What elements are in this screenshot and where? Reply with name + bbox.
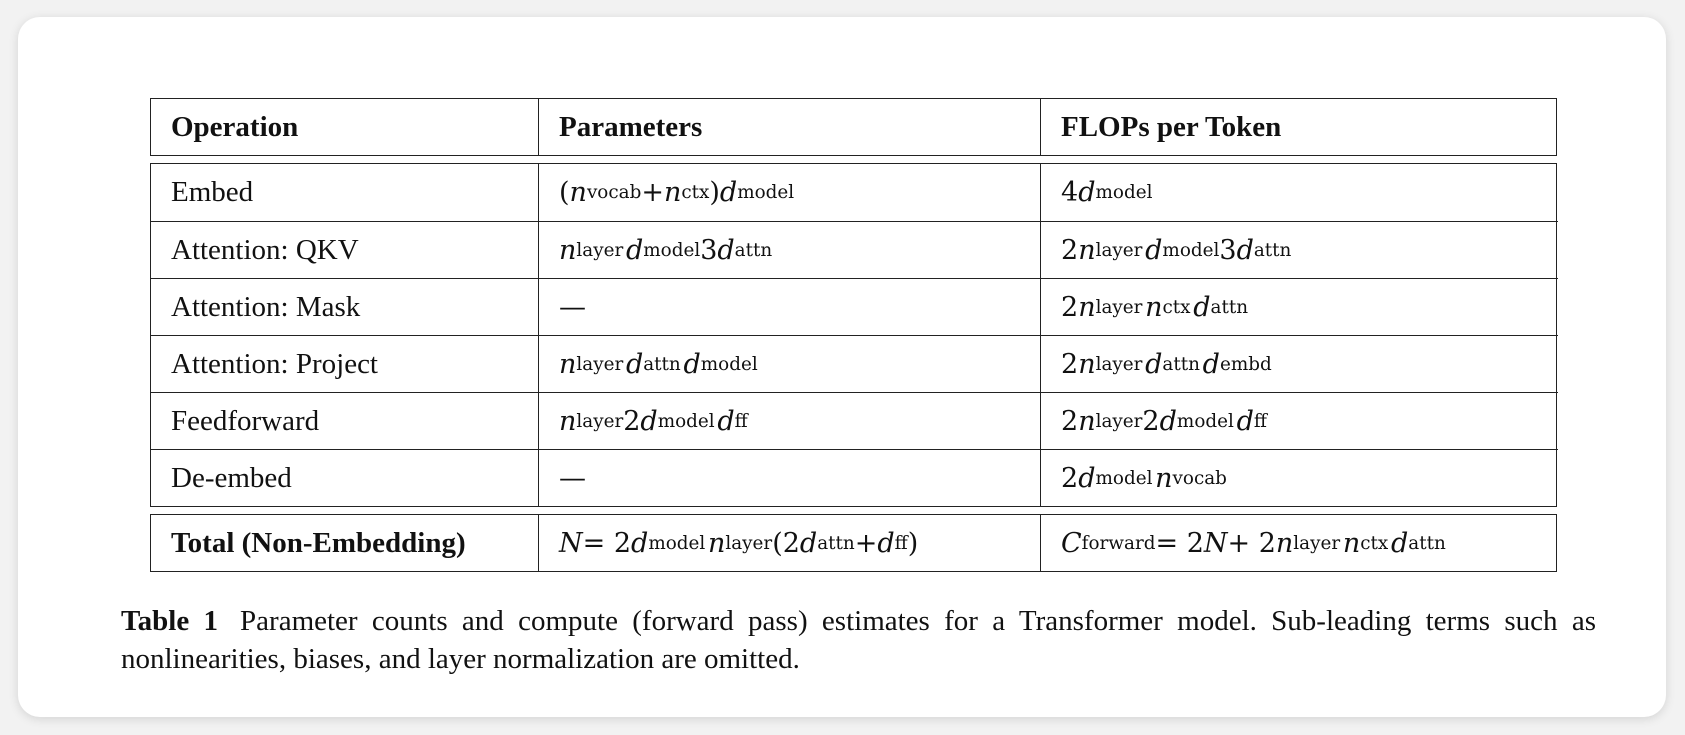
table-header: Operation Parameters FLOPs per Token (150, 98, 1557, 156)
row-parameters: n layer d attn d model (538, 335, 1040, 392)
caption-label: Table 1 (121, 605, 219, 637)
paper-card: Operation Parameters FLOPs per Token Emb… (18, 17, 1666, 717)
row-flops: 2 n layer 2 d model d ff (1040, 392, 1558, 449)
row-operation: Feedforward (151, 392, 538, 449)
row-flops: 2 n layer n ctx d attn (1040, 278, 1558, 335)
row-parameters: n layer d model 3 d attn (538, 221, 1040, 278)
row-parameters: (n vocab + n ctx) d model (538, 164, 1040, 221)
header-flops: FLOPs per Token (1040, 99, 1558, 156)
row-operation: Attention: Mask (151, 278, 538, 335)
parameter-table: Operation Parameters FLOPs per Token Emb… (150, 98, 1558, 572)
row-flops: 2 n layer d model 3 d attn (1040, 221, 1558, 278)
header-parameters: Parameters (538, 99, 1040, 156)
row-operation: Embed (171, 176, 254, 208)
total-operation: Total (Non-Embedding) (171, 527, 466, 559)
row-flops: 2 d model n vocab (1040, 449, 1558, 506)
table-body: Embed (n vocab + n ctx) d model 4 d model Attent… (150, 163, 1558, 507)
row-flops: 2 n layer d attn d embd (1040, 335, 1558, 392)
row-operation: De-embed (151, 449, 538, 506)
row-parameters: — (538, 278, 1040, 335)
row-operation: Attention: Project (151, 335, 538, 392)
table-caption: Table 1 Parameter counts and compute (for… (121, 602, 1596, 678)
caption-text: Parameter counts and compute (forward pa… (121, 605, 1596, 675)
row-operation: Attention: QKV (151, 221, 538, 278)
row-flops: 4 d model (1040, 164, 1558, 221)
header-operation: Operation (171, 111, 299, 143)
row-parameters: n layer 2 d model d ff (538, 392, 1040, 449)
total-parameters: N = 2 d model n layer (2 d attn + d ff) (538, 515, 1040, 572)
table-total-row: Total (Non-Embedding) N = 2 d model n layer… (150, 514, 1557, 572)
row-parameters: — (538, 449, 1040, 506)
